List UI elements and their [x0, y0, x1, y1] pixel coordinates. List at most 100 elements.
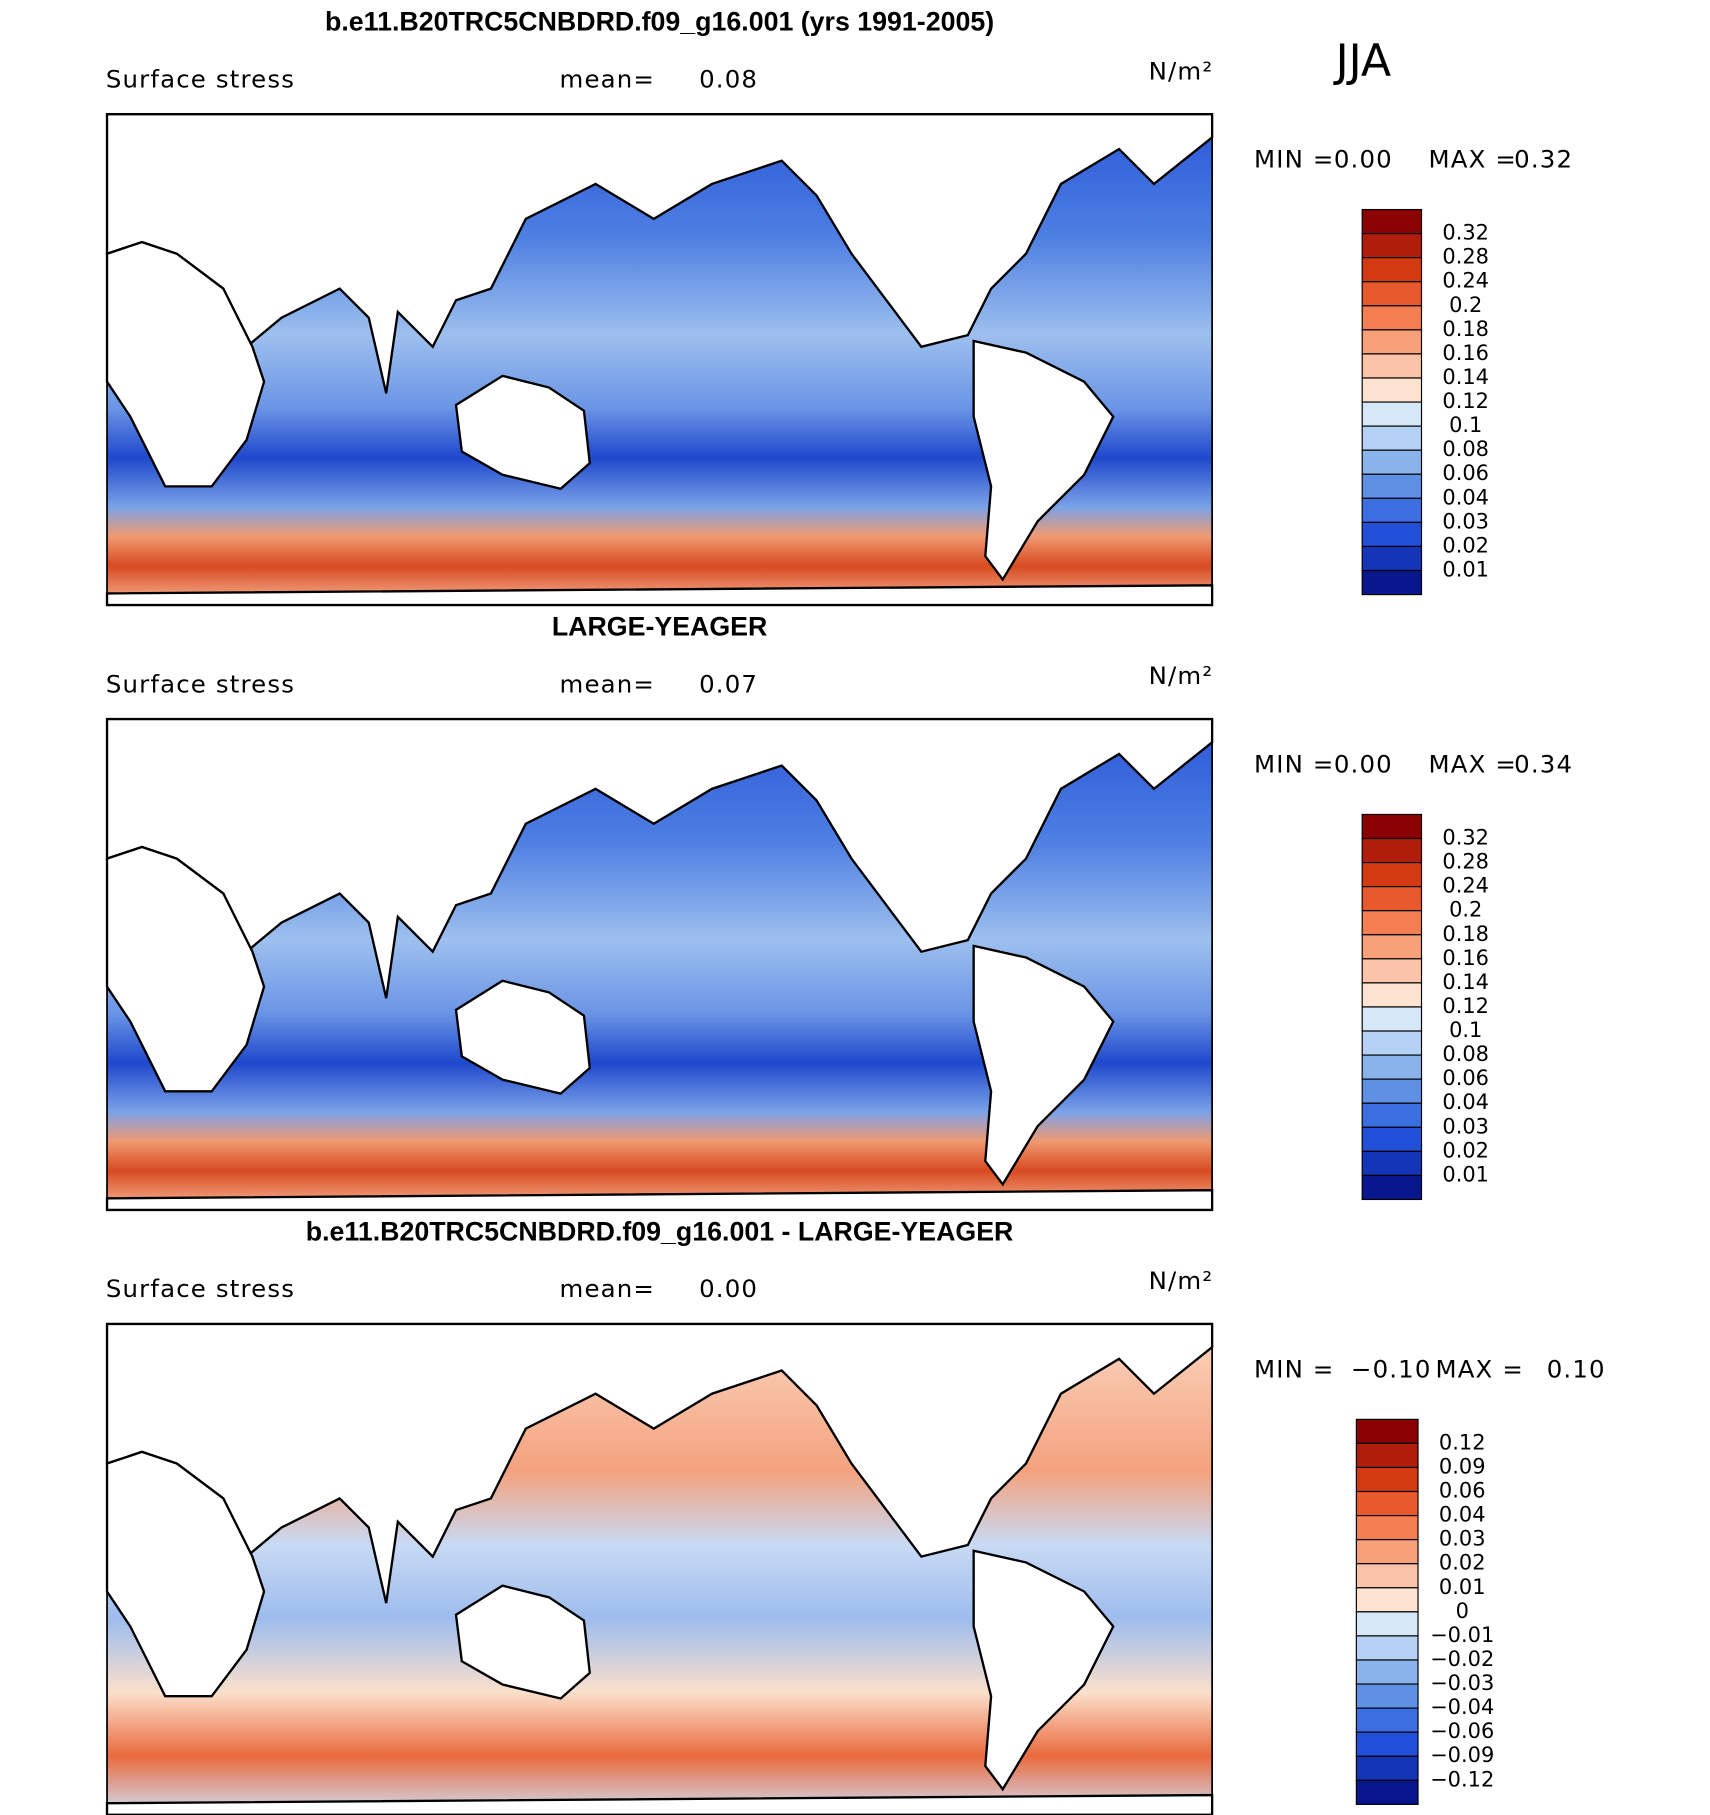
colorbar-label: −0.02	[1430, 1647, 1494, 1671]
max-label: MAX =	[1428, 750, 1517, 779]
colorbar-label: 0.1	[1449, 1018, 1482, 1042]
colorbar-box	[1361, 449, 1423, 475]
variable-label: Surface stress	[106, 64, 295, 93]
colorbar-box	[1361, 281, 1423, 307]
colorbar-label: 0.04	[1442, 1090, 1489, 1114]
colorbar-label: 0.28	[1442, 245, 1489, 269]
colorbar-box	[1361, 1030, 1423, 1056]
colorbar-label: 0.18	[1442, 922, 1489, 946]
min-label: MIN =	[1254, 750, 1335, 779]
colorbar-label: 0.04	[1439, 1503, 1486, 1527]
colorbar-box	[1355, 1466, 1419, 1493]
colorbar-label: 0.18	[1442, 317, 1489, 341]
colorbar-box	[1361, 401, 1423, 427]
mean-value: 0.07	[699, 669, 758, 698]
colorbar-label: 0.06	[1442, 461, 1489, 485]
colorbar-label: 0.06	[1439, 1479, 1486, 1503]
variable-label: Surface stress	[106, 669, 295, 698]
colorbar-box	[1361, 982, 1423, 1008]
map-frame	[106, 113, 1213, 606]
colorbar-label: 0.16	[1442, 341, 1489, 365]
colorbar-box	[1361, 545, 1423, 572]
colorbar-label: 0.2	[1449, 898, 1482, 922]
colorbar-box	[1361, 1150, 1423, 1176]
colorbar-box	[1361, 497, 1423, 523]
colorbar-box	[1355, 1587, 1419, 1613]
colorbar-label: 0.16	[1442, 946, 1489, 970]
colorbar-label: −0.01	[1430, 1623, 1494, 1647]
colorbar-label: −0.03	[1430, 1671, 1494, 1695]
colorbar-label: −0.04	[1430, 1695, 1494, 1719]
colorbar-label: −0.06	[1430, 1719, 1494, 1743]
colorbar-label: 0.02	[1442, 1138, 1489, 1162]
colorbar-label: 0.1	[1449, 413, 1482, 437]
map	[105, 717, 1214, 1212]
colorbar-label: 0.01	[1439, 1575, 1486, 1599]
panel-title: LARGE-YEAGER	[552, 611, 768, 641]
colorbar-box	[1355, 1707, 1419, 1733]
colorbar-box	[1361, 208, 1423, 235]
colorbar-label: 0.12	[1442, 389, 1489, 413]
colorbar-box	[1361, 1078, 1423, 1104]
colorbar-box	[1361, 233, 1423, 259]
variable-label: Surface stress	[106, 1274, 295, 1303]
colorbar-label: 0.08	[1442, 1042, 1489, 1066]
mean-label: mean=	[560, 1274, 655, 1303]
colorbar-box	[1355, 1418, 1419, 1444]
colorbar-box	[1361, 813, 1423, 840]
max-value: 0.10	[1547, 1354, 1606, 1383]
mean-value: 0.00	[699, 1274, 758, 1303]
colorbar-box	[1361, 934, 1423, 960]
colorbar-label: 0.09	[1439, 1454, 1486, 1478]
colorbar-label: 0	[1456, 1599, 1469, 1623]
colorbar-box	[1361, 1006, 1423, 1032]
colorbar-box	[1361, 1174, 1423, 1201]
colorbar-box	[1355, 1442, 1419, 1469]
colorbar-label: −0.09	[1430, 1743, 1494, 1767]
colorbar-box	[1355, 1490, 1419, 1517]
colorbar-box	[1355, 1515, 1419, 1541]
colorbar-label: 0.24	[1442, 874, 1489, 898]
colorbar-label: 0.32	[1442, 826, 1489, 850]
colorbar-label: 0.03	[1442, 1114, 1489, 1138]
panel-title: b.e11.B20TRC5CNBDRD.f09_g16.001 - LARGE-…	[306, 1216, 1014, 1246]
colorbar-box	[1355, 1563, 1419, 1589]
max-value: 0.34	[1514, 750, 1573, 779]
min-label: MIN =	[1254, 145, 1335, 174]
colorbar-box	[1361, 425, 1423, 451]
map	[105, 1322, 1214, 1815]
colorbar-label: 0.03	[1439, 1527, 1486, 1551]
colorbar-box	[1355, 1539, 1419, 1565]
colorbar-label: 0.14	[1442, 365, 1489, 389]
mean-value: 0.08	[699, 64, 758, 93]
colorbar-box	[1355, 1755, 1419, 1781]
units-label: N/m²	[1149, 1266, 1214, 1295]
units-label: N/m²	[1149, 661, 1214, 690]
colorbar-label: 0.12	[1442, 994, 1489, 1018]
colorbar-label: 0.02	[1442, 533, 1489, 557]
min-value: 0.00	[1334, 750, 1393, 779]
colorbar-box	[1355, 1659, 1419, 1685]
colorbar-label: −0.12	[1430, 1767, 1494, 1791]
colorbar-box	[1361, 1054, 1423, 1080]
min-value: 0.00	[1334, 145, 1393, 174]
panel-title: b.e11.B20TRC5CNBDRD.f09_g16.001 (yrs 199…	[325, 6, 994, 36]
map-frame	[106, 718, 1213, 1211]
colorbar-box	[1355, 1731, 1419, 1757]
season-label: JJA	[1333, 36, 1392, 87]
colorbar-box	[1355, 1635, 1419, 1661]
min-label: MIN =	[1254, 1354, 1335, 1383]
colorbar-box	[1361, 958, 1423, 984]
colorbar-label: 0.03	[1442, 509, 1489, 533]
colorbar-label: 0.32	[1442, 221, 1489, 245]
colorbar-box	[1361, 305, 1423, 331]
colorbar-box	[1361, 861, 1423, 888]
colorbar-box	[1361, 886, 1423, 912]
colorbar-label: 0.28	[1442, 850, 1489, 874]
colorbar-label: 0.06	[1442, 1066, 1489, 1090]
colorbar-box	[1355, 1683, 1419, 1709]
colorbar-label: 0.01	[1442, 1162, 1489, 1186]
colorbar-box	[1361, 910, 1423, 936]
